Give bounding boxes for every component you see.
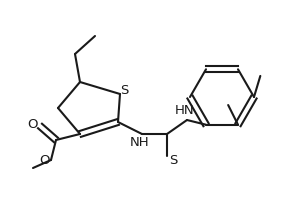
Text: HN: HN [175,103,195,117]
Text: S: S [120,84,128,98]
Text: NH: NH [130,137,150,149]
Text: O: O [28,118,38,130]
Text: S: S [169,154,177,166]
Text: O: O [39,154,49,166]
